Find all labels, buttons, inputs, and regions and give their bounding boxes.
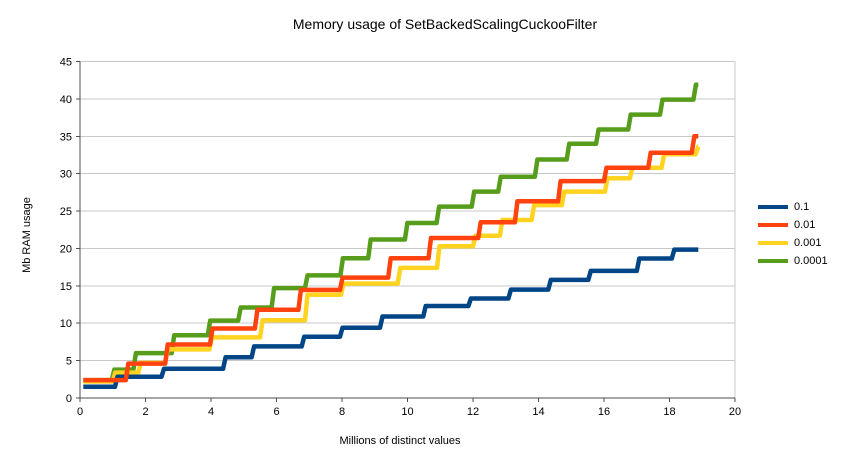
- x-tick-label-2: 2: [142, 406, 148, 418]
- legend-label-0.0001: 0.0001: [794, 254, 828, 267]
- y-tick-label-10: 10: [60, 318, 72, 330]
- legend-label-0.001: 0.001: [794, 236, 822, 249]
- legend-line-swatch-0.1: [758, 205, 788, 209]
- legend-item-0.0001: 0.0001: [758, 252, 828, 270]
- y-tick-label-15: 15: [60, 281, 72, 293]
- legend: 0.1 0.01 0.001 0.0001: [758, 198, 828, 270]
- legend-line-swatch-0.01: [758, 223, 788, 227]
- x-tick-label-8: 8: [339, 406, 345, 418]
- y-tick-label-40: 40: [60, 94, 72, 106]
- legend-line-swatch-0.001: [758, 241, 788, 245]
- y-tick-label-5: 5: [66, 356, 72, 368]
- x-tick-label-12: 12: [467, 406, 479, 418]
- legend-label-0.1: 0.1: [794, 200, 810, 213]
- series-line-0.1: [83, 247, 699, 390]
- series-line-0.0001: [83, 82, 699, 383]
- x-tick-label-6: 6: [273, 406, 279, 418]
- y-tick-label-35: 35: [60, 131, 72, 143]
- x-tick-label-16: 16: [598, 406, 610, 418]
- legend-item-0.01: 0.01: [758, 216, 828, 234]
- y-tick-label-45: 45: [60, 57, 72, 69]
- y-tick-label-25: 25: [60, 206, 72, 218]
- y-tick-label-30: 30: [60, 169, 72, 181]
- y-axis-title: Mb RAM usage: [21, 197, 33, 273]
- x-tick-label-10: 10: [401, 406, 413, 418]
- legend-item-0.001: 0.001: [758, 234, 828, 252]
- x-tick-label-14: 14: [532, 406, 544, 418]
- x-tick-label-0: 0: [77, 406, 83, 418]
- chart-title: Memory usage of SetBackedScalingCuckooFi…: [292, 16, 598, 32]
- y-tick-label-0: 0: [66, 393, 72, 405]
- x-tick-label-4: 4: [208, 406, 214, 418]
- y-tick-label-20: 20: [60, 243, 72, 255]
- series-line-0.01: [83, 134, 699, 383]
- legend-line-swatch-0.0001: [758, 259, 788, 263]
- x-axis-title: Millions of distinct values: [339, 435, 461, 447]
- x-tick-label-18: 18: [663, 406, 675, 418]
- legend-label-0.01: 0.01: [794, 218, 816, 231]
- x-tick-label-20: 20: [729, 406, 741, 418]
- legend-item-0.1: 0.1: [758, 198, 828, 216]
